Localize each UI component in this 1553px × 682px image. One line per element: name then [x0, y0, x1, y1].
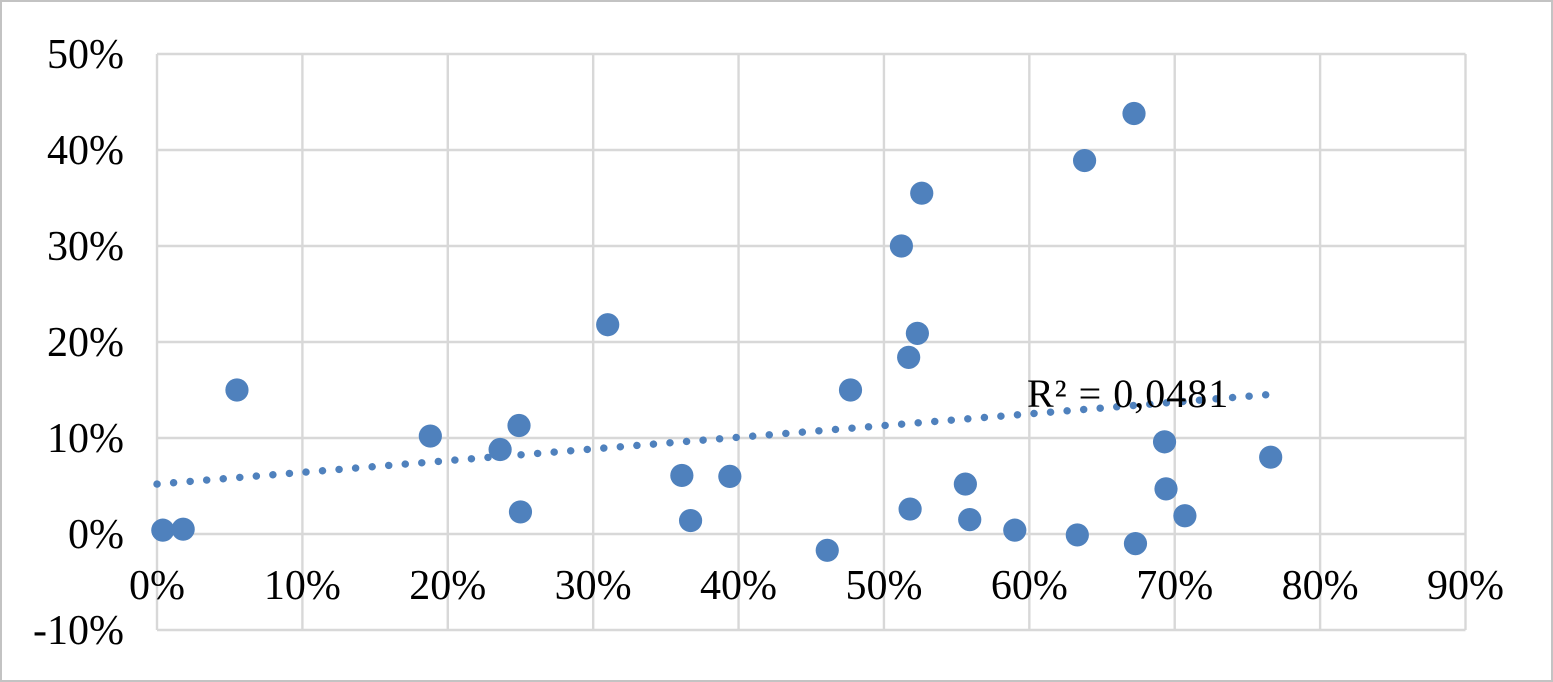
y-axis-tick-label: -10% — [33, 608, 124, 654]
scatter-point — [1123, 532, 1148, 556]
x-axis-tick-label: 80% — [1282, 563, 1359, 609]
y-axis-tick-label: 0% — [68, 512, 124, 558]
scatter-point — [1173, 504, 1197, 528]
scatter-point — [151, 518, 175, 542]
scatter-point — [905, 321, 929, 345]
scatter-point — [953, 472, 977, 496]
y-axis-tick-label: 20% — [47, 320, 124, 366]
x-axis-tick-label: 90% — [1427, 563, 1504, 609]
y-axis-tick-label: 30% — [47, 224, 124, 270]
scatter-point — [718, 464, 742, 488]
scatter-point — [418, 424, 442, 448]
scatter-point — [508, 500, 533, 524]
scatter-point — [889, 234, 913, 258]
x-axis-tick-label: 40% — [700, 563, 777, 609]
scatter-point — [910, 181, 934, 205]
scatter-point — [1065, 523, 1089, 547]
trendline — [153, 391, 1271, 488]
scatter-point — [838, 378, 863, 402]
scatter-point — [171, 517, 195, 541]
scatter-point — [670, 463, 694, 488]
x-axis-tick-label: 30% — [555, 563, 632, 609]
scatter-point — [596, 313, 620, 337]
scatter-point — [225, 378, 249, 402]
scatter-point — [1003, 518, 1027, 542]
scatter-point — [488, 437, 512, 462]
x-axis-tick-label: 10% — [264, 563, 341, 609]
x-axis-tick-label: 70% — [1136, 563, 1213, 609]
scatter-point — [507, 413, 531, 438]
scatter-point — [1072, 148, 1097, 173]
scatter-point — [1152, 430, 1177, 454]
r-squared-label: R² = 0,0481 — [1027, 371, 1230, 416]
scatter-point — [958, 507, 982, 532]
scatter-point — [1122, 101, 1146, 126]
x-axis-tick-label: 0% — [129, 563, 185, 609]
scatter-point — [897, 345, 921, 369]
x-axis-tick-label: 50% — [845, 563, 922, 609]
x-axis-tick-label: 60% — [991, 563, 1068, 609]
scatter-point — [678, 508, 703, 533]
x-axis-tick-label: 20% — [409, 563, 486, 609]
y-axis-tick-label: 10% — [47, 416, 124, 462]
scatter-point — [815, 538, 839, 562]
y-axis-tick-label: 50% — [47, 32, 124, 78]
scatter-point — [1259, 445, 1283, 469]
scatter-point — [898, 497, 922, 521]
scatter-point — [1154, 477, 1178, 501]
y-axis-tick-label: 40% — [47, 128, 124, 174]
